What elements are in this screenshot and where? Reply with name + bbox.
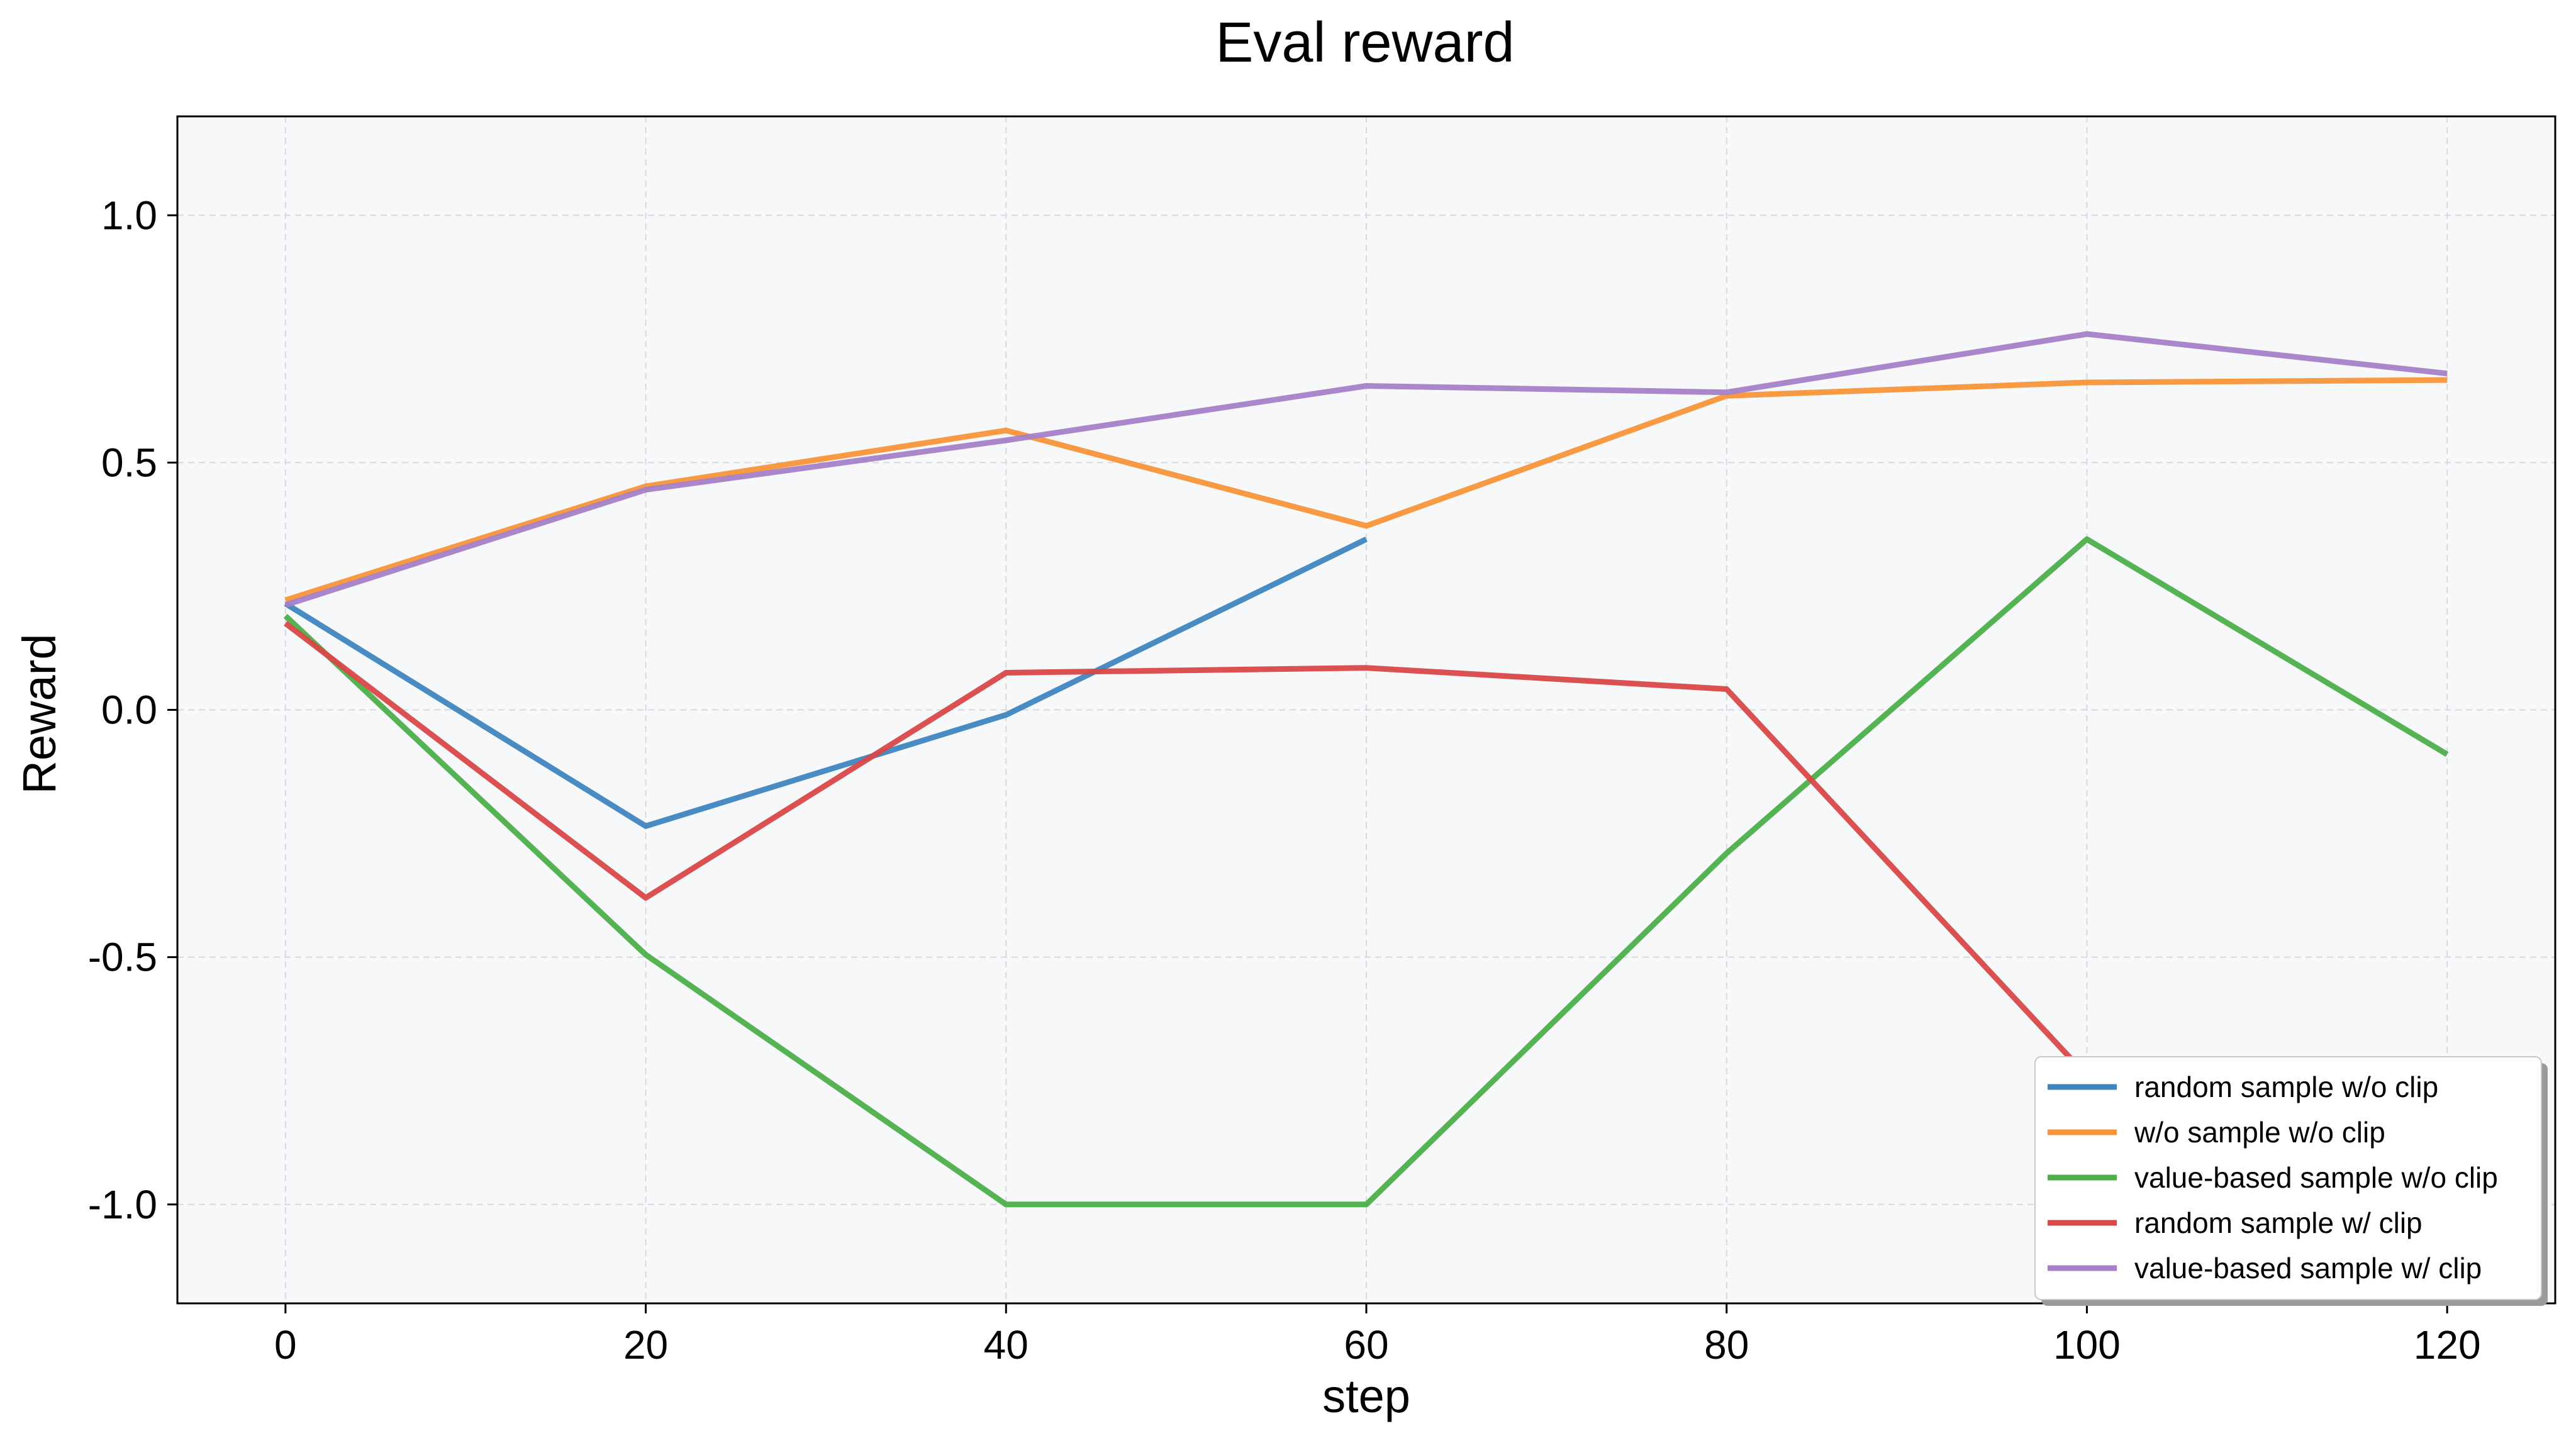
series-lines: [283, 331, 2449, 1208]
x-tick-label: 40: [984, 1322, 1029, 1368]
series-line-3: [283, 536, 2449, 1208]
legend-label: random sample w/ clip: [2134, 1206, 2423, 1239]
y-axis-ticks: 1.0 0.5 0.0 -0.5 -1.0: [88, 192, 177, 1227]
x-tick-label: 120: [2414, 1322, 2481, 1368]
grid: [177, 116, 2555, 1303]
y-tick-label: -1.0: [88, 1182, 157, 1227]
y-tick-label: 0.5: [101, 440, 157, 485]
y-axis-title: Reward: [13, 634, 65, 794]
legend-label: w/o sample w/o clip: [2134, 1116, 2385, 1149]
series-line-4: [284, 621, 2089, 1078]
legend-label: random sample w/o clip: [2134, 1071, 2438, 1103]
legend-label: value-based sample w/ clip: [2134, 1252, 2482, 1284]
x-tick-label: 20: [623, 1322, 668, 1368]
series-line-1: [284, 537, 1368, 829]
legend-label: value-based sample w/o clip: [2134, 1161, 2498, 1194]
legend-box: [2034, 1056, 2542, 1300]
series-line-2: [284, 377, 2448, 603]
y-tick-label: -0.5: [88, 935, 157, 980]
series-line-5: [284, 331, 2448, 608]
x-tick-label: 100: [2053, 1322, 2121, 1368]
legend: random sample w/o clip w/o sample w/o cli…: [2034, 1056, 2548, 1306]
x-axis-ticks: 0 20 40 60 80 100 120: [274, 1303, 2481, 1368]
x-tick-label: 0: [274, 1322, 297, 1368]
y-tick-label: 0.0: [101, 688, 157, 733]
x-tick-label: 80: [1704, 1322, 1749, 1368]
x-tick-label: 60: [1344, 1322, 1388, 1368]
y-tick-label: 1.0: [101, 192, 157, 238]
chart-title: Eval reward: [1215, 11, 1514, 74]
x-axis-title: step: [1322, 1370, 1410, 1422]
